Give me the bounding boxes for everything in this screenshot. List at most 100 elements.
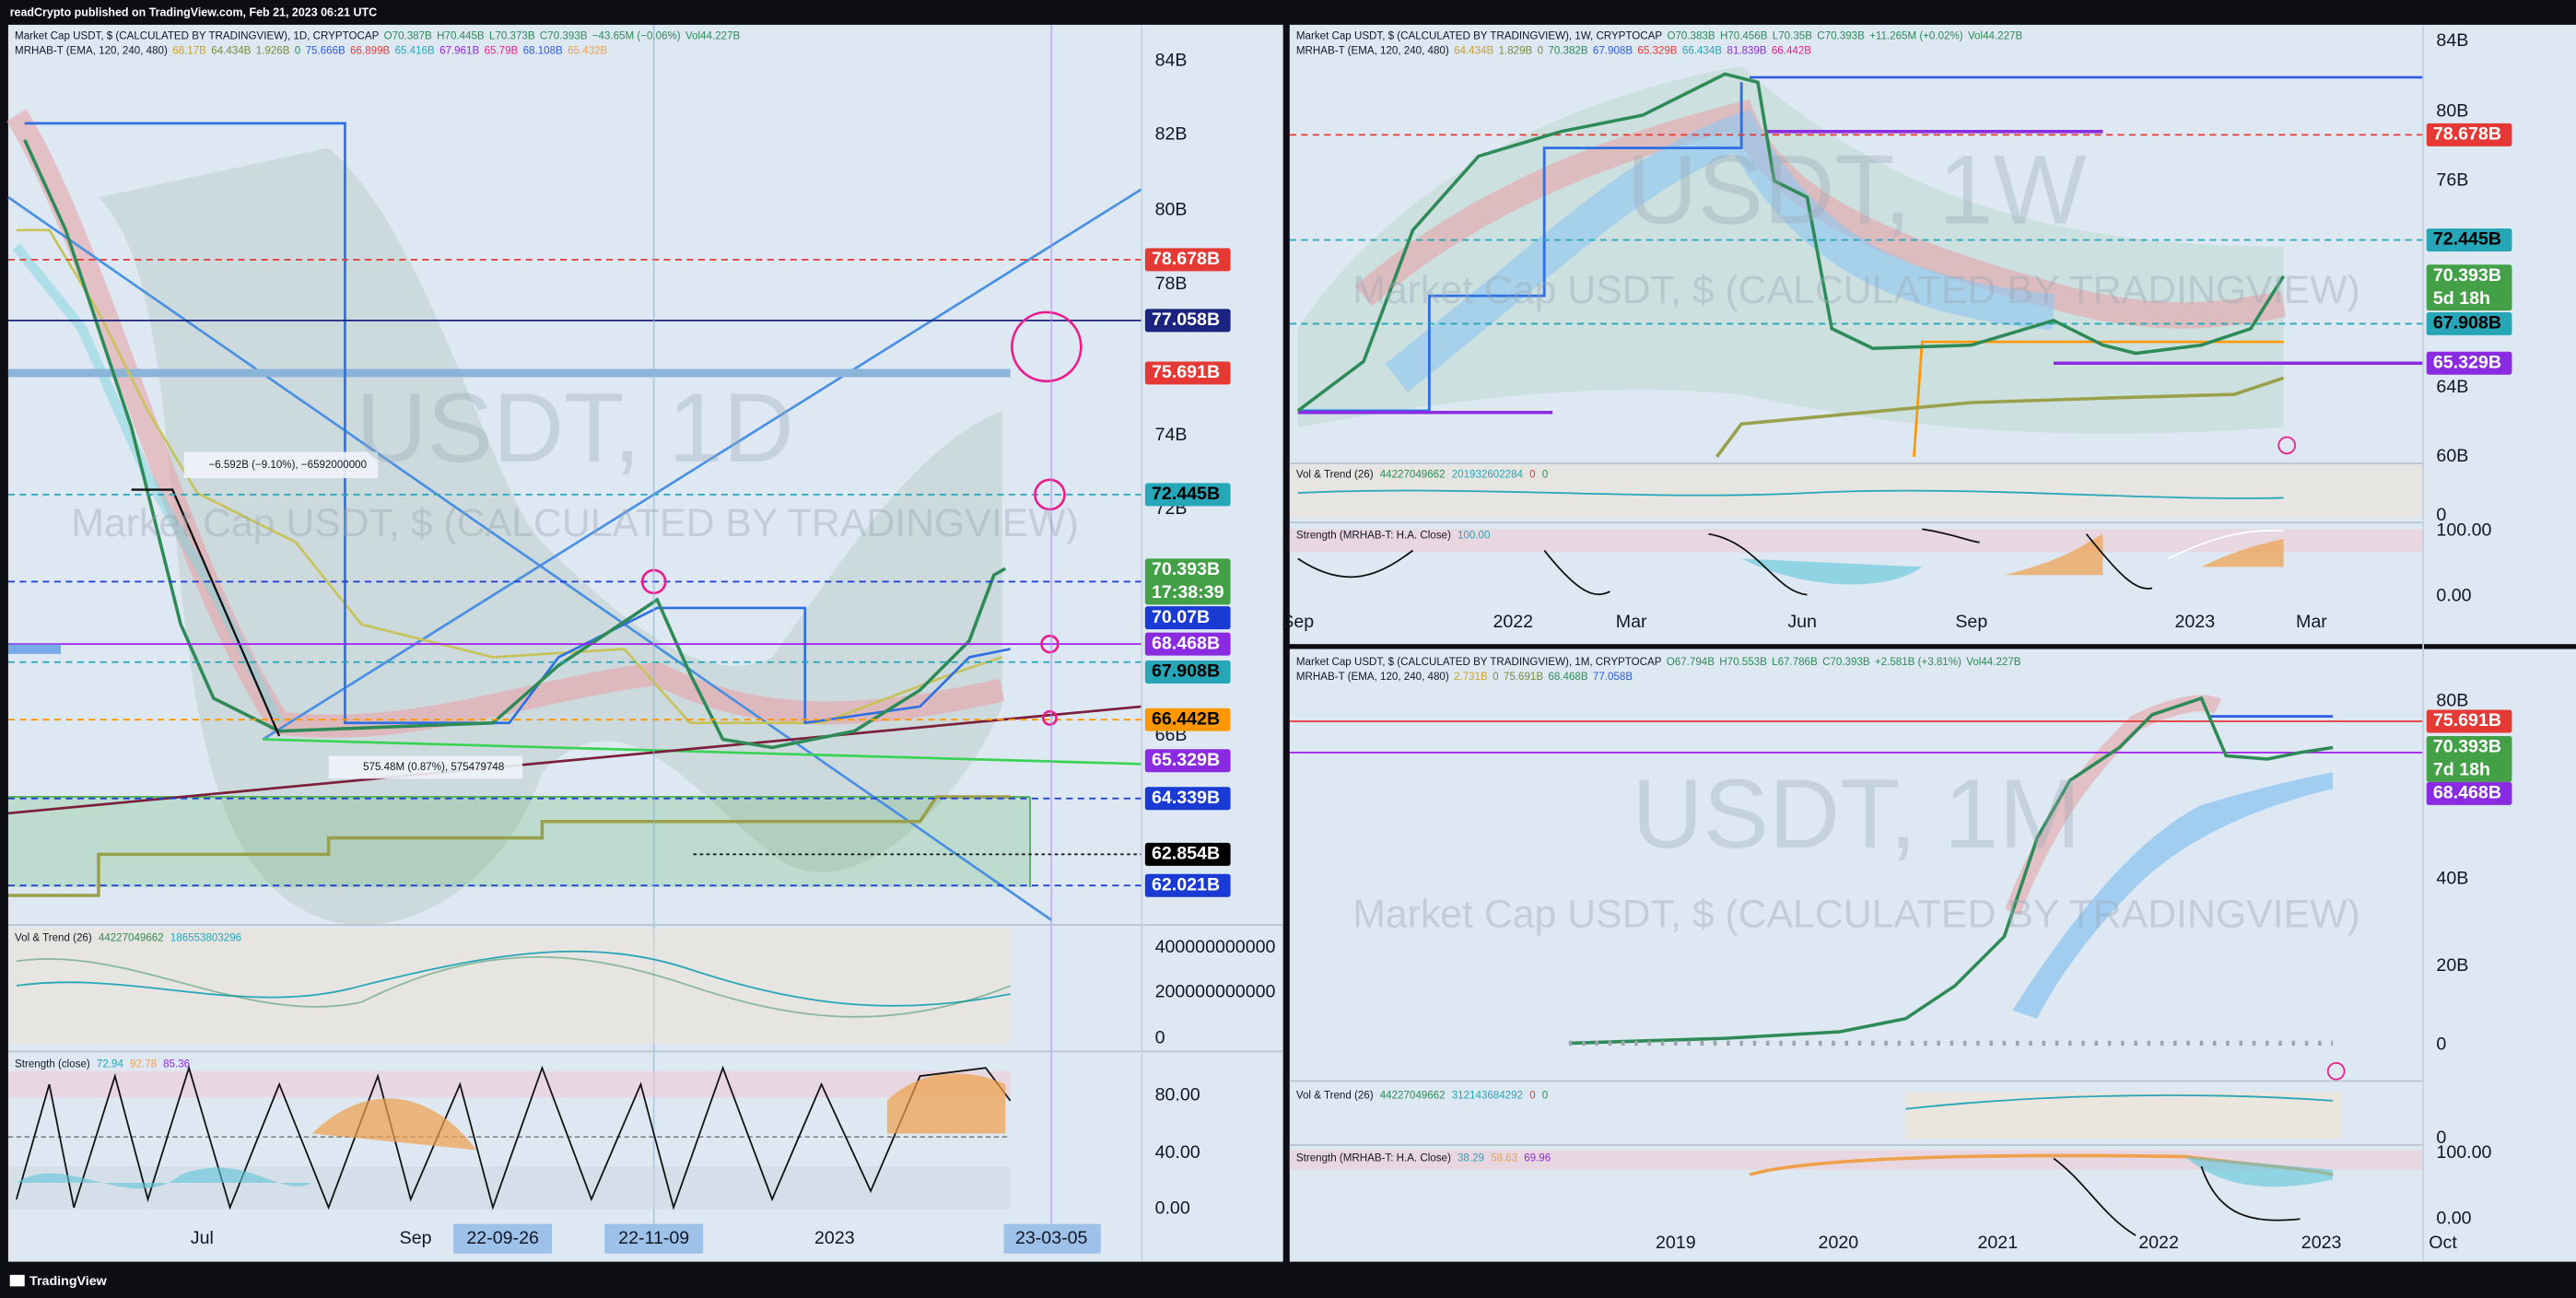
legend-item: 65.329B bbox=[1637, 45, 1677, 56]
time-axis-label: Mar bbox=[1616, 612, 1647, 632]
legend-item: C70.393B bbox=[540, 30, 588, 41]
price-axis-label: 82B bbox=[1155, 124, 1188, 145]
legend-line: MRHAB-T (EMA, 120, 240, 480) 68.17B 64.434… bbox=[15, 45, 607, 56]
time-axis-label: Sep bbox=[1955, 612, 1987, 632]
indicator-axis-label: 400000000000 bbox=[1155, 937, 1276, 957]
legend-line: MRHAB-T (EMA, 120, 240, 480) 64.434B 1.829… bbox=[1296, 45, 1811, 56]
time-axis-label: Mar bbox=[2296, 612, 2327, 632]
legend-item: Vol44.227B bbox=[1966, 657, 2021, 668]
legend-item: MRHAB-T (EMA, 120, 240, 480) bbox=[1296, 672, 1449, 683]
time-axis-label: 2021 bbox=[1978, 1233, 2019, 1253]
price-tag bbox=[2426, 123, 2512, 146]
price-tag-sub: 17:38:39 bbox=[1152, 582, 1224, 602]
watermark-subtitle: Market Cap USDT, $ (CALCULATED BY TRADIN… bbox=[1352, 892, 2360, 936]
legend-item: 66.442B bbox=[1772, 45, 1811, 56]
time-axis-label: 2023 bbox=[2301, 1233, 2342, 1253]
price-tag bbox=[1144, 361, 1231, 385]
indicator-title: Strength (MRHAB-T: H.A. Close) bbox=[1296, 1152, 1451, 1164]
time-axis-label: 2023 bbox=[2174, 612, 2215, 632]
legend-item: MRHAB-T (EMA, 120, 240, 480) bbox=[15, 45, 168, 56]
price-axis-label: 84B bbox=[2436, 30, 2468, 51]
price-axis-label: 60B bbox=[2436, 446, 2468, 466]
price-tag-label: 77.058B bbox=[1152, 310, 1220, 330]
price-tag bbox=[1144, 749, 1231, 773]
indicator-axis-label: 80.00 bbox=[1155, 1085, 1200, 1105]
legend-item: Vol44.227B bbox=[685, 30, 741, 41]
time-highlight bbox=[604, 1223, 704, 1254]
time-axis-label: 2020 bbox=[1819, 1233, 1859, 1253]
indicator-axis-label: 0.00 bbox=[2436, 586, 2471, 606]
legend-item: 67.908B bbox=[1593, 45, 1633, 56]
price-tag bbox=[1144, 483, 1231, 507]
legend-item: MRHAB-T (EMA, 120, 240, 480) bbox=[1296, 45, 1449, 56]
time-axis-label: 22-09-26 bbox=[466, 1228, 539, 1248]
price-tag-label: 75.691B bbox=[2433, 710, 2501, 731]
time-axis-label: 2022 bbox=[2138, 1233, 2179, 1253]
indicator-axis-label: 0.00 bbox=[1155, 1199, 1190, 1219]
legend-item: 1.926B bbox=[256, 45, 290, 56]
price-tag bbox=[1144, 842, 1231, 866]
indicator-axis-label: 100.00 bbox=[2436, 520, 2491, 540]
legend-item: 0 bbox=[1493, 672, 1498, 683]
price-tag bbox=[1144, 660, 1231, 684]
legend-item: 1.829B bbox=[1499, 45, 1533, 56]
price-tag bbox=[1144, 606, 1231, 630]
indicator-legend: Strength (close) 72.94 92.78 85.36 bbox=[15, 1059, 190, 1070]
price-tag-label: 78.678B bbox=[1152, 249, 1220, 269]
price-tag-sub: 5d 18h bbox=[2433, 288, 2490, 309]
legend-item: O70.383B bbox=[1667, 30, 1715, 41]
price-tag-label: 75.691B bbox=[1152, 362, 1220, 382]
price-tag bbox=[1144, 309, 1231, 333]
price-tag-label: 70.393B bbox=[2433, 737, 2501, 757]
legend-line: Market Cap USDT, $ (CALCULATED BY TRADIN… bbox=[1296, 30, 2023, 41]
price-tag-label: 68.468B bbox=[2433, 783, 2501, 803]
price-tag-label: 68.468B bbox=[1152, 633, 1220, 653]
price-tag bbox=[1144, 873, 1231, 897]
indicator-title: Vol & Trend (26) bbox=[15, 932, 92, 943]
legend-item: H70.456B bbox=[1720, 30, 1768, 41]
time-axis-label: 2019 bbox=[1656, 1233, 1696, 1253]
price-tag-label: 62.021B bbox=[1152, 874, 1220, 895]
indicator-axis-label: 200000000000 bbox=[1155, 981, 1276, 1001]
chart-drawings-1m bbox=[1289, 695, 2424, 1236]
indicator-value: 0 bbox=[1529, 470, 1535, 481]
price-tag-sub: 7d 18h bbox=[2433, 760, 2490, 780]
legend-line: Market Cap USDT, $ (CALCULATED BY TRADIN… bbox=[15, 30, 740, 41]
legend-item: 65.79B bbox=[485, 45, 519, 56]
indicator-axis-label: 0 bbox=[2436, 1128, 2446, 1148]
indicator-legend: Vol & Trend (26) 44227049662 312143684292 0… bbox=[1296, 1091, 1548, 1102]
legend-item: L70.35B bbox=[1773, 30, 1812, 41]
price-tag bbox=[1144, 632, 1231, 656]
watermark-subtitle: Market Cap USDT, $ (CALCULATED BY TRADIN… bbox=[71, 501, 1079, 545]
indicator-value: 201932602284 bbox=[1452, 470, 1524, 481]
indicator-legend: Strength (MRHAB-T: H.A. Close) 100.00 bbox=[1296, 531, 1490, 542]
indicator-axis-label: 0 bbox=[2436, 505, 2446, 525]
header-text: readCrypto published on TradingView.com,… bbox=[10, 6, 377, 19]
watermark-subtitle: Market Cap USDT, $ (CALCULATED BY TRADIN… bbox=[1352, 268, 2360, 312]
indicator-legend: Vol & Trend (26) 44227049662 186553803296 bbox=[15, 932, 241, 943]
price-axis-label: 74B bbox=[1155, 425, 1188, 445]
time-axis-label: Sep bbox=[1282, 612, 1314, 632]
legend-item: +2.581B (+3.81%) bbox=[1875, 657, 1961, 668]
indicator-panes-1d bbox=[7, 924, 1283, 1210]
footer-brand: TradingView bbox=[29, 1274, 108, 1289]
legend-item: 68.108B bbox=[523, 45, 563, 56]
indicator-axis-label: 0 bbox=[1155, 1027, 1165, 1047]
legend-item: 0 bbox=[295, 45, 300, 56]
price-tag-label: 72.445B bbox=[1152, 484, 1220, 504]
price-axis-label: 80B bbox=[1155, 200, 1188, 220]
price-axis-label: 84B bbox=[1155, 50, 1188, 70]
legend-item: −43.65M (−0.06%) bbox=[592, 30, 681, 41]
legend-item: 67.961B bbox=[439, 45, 479, 56]
price-tag-label: 67.908B bbox=[1152, 661, 1220, 682]
price-tag-label: 70.393B bbox=[2433, 265, 2501, 286]
price-tag-label: 72.445B bbox=[2433, 229, 2501, 250]
time-axis-label: 2023 bbox=[814, 1228, 855, 1248]
indicator-value: 0 bbox=[1529, 1091, 1535, 1102]
legend-item: Market Cap USDT, $ (CALCULATED BY TRADIN… bbox=[1296, 657, 1662, 668]
price-tag-label: 65.329B bbox=[2433, 352, 2501, 372]
legend-item: Vol44.227B bbox=[1968, 30, 2023, 41]
price-axis-label: 76B bbox=[2436, 170, 2468, 190]
time-axis-label: Sep bbox=[400, 1228, 432, 1248]
indicator-value: 38.29 bbox=[1458, 1152, 1484, 1164]
